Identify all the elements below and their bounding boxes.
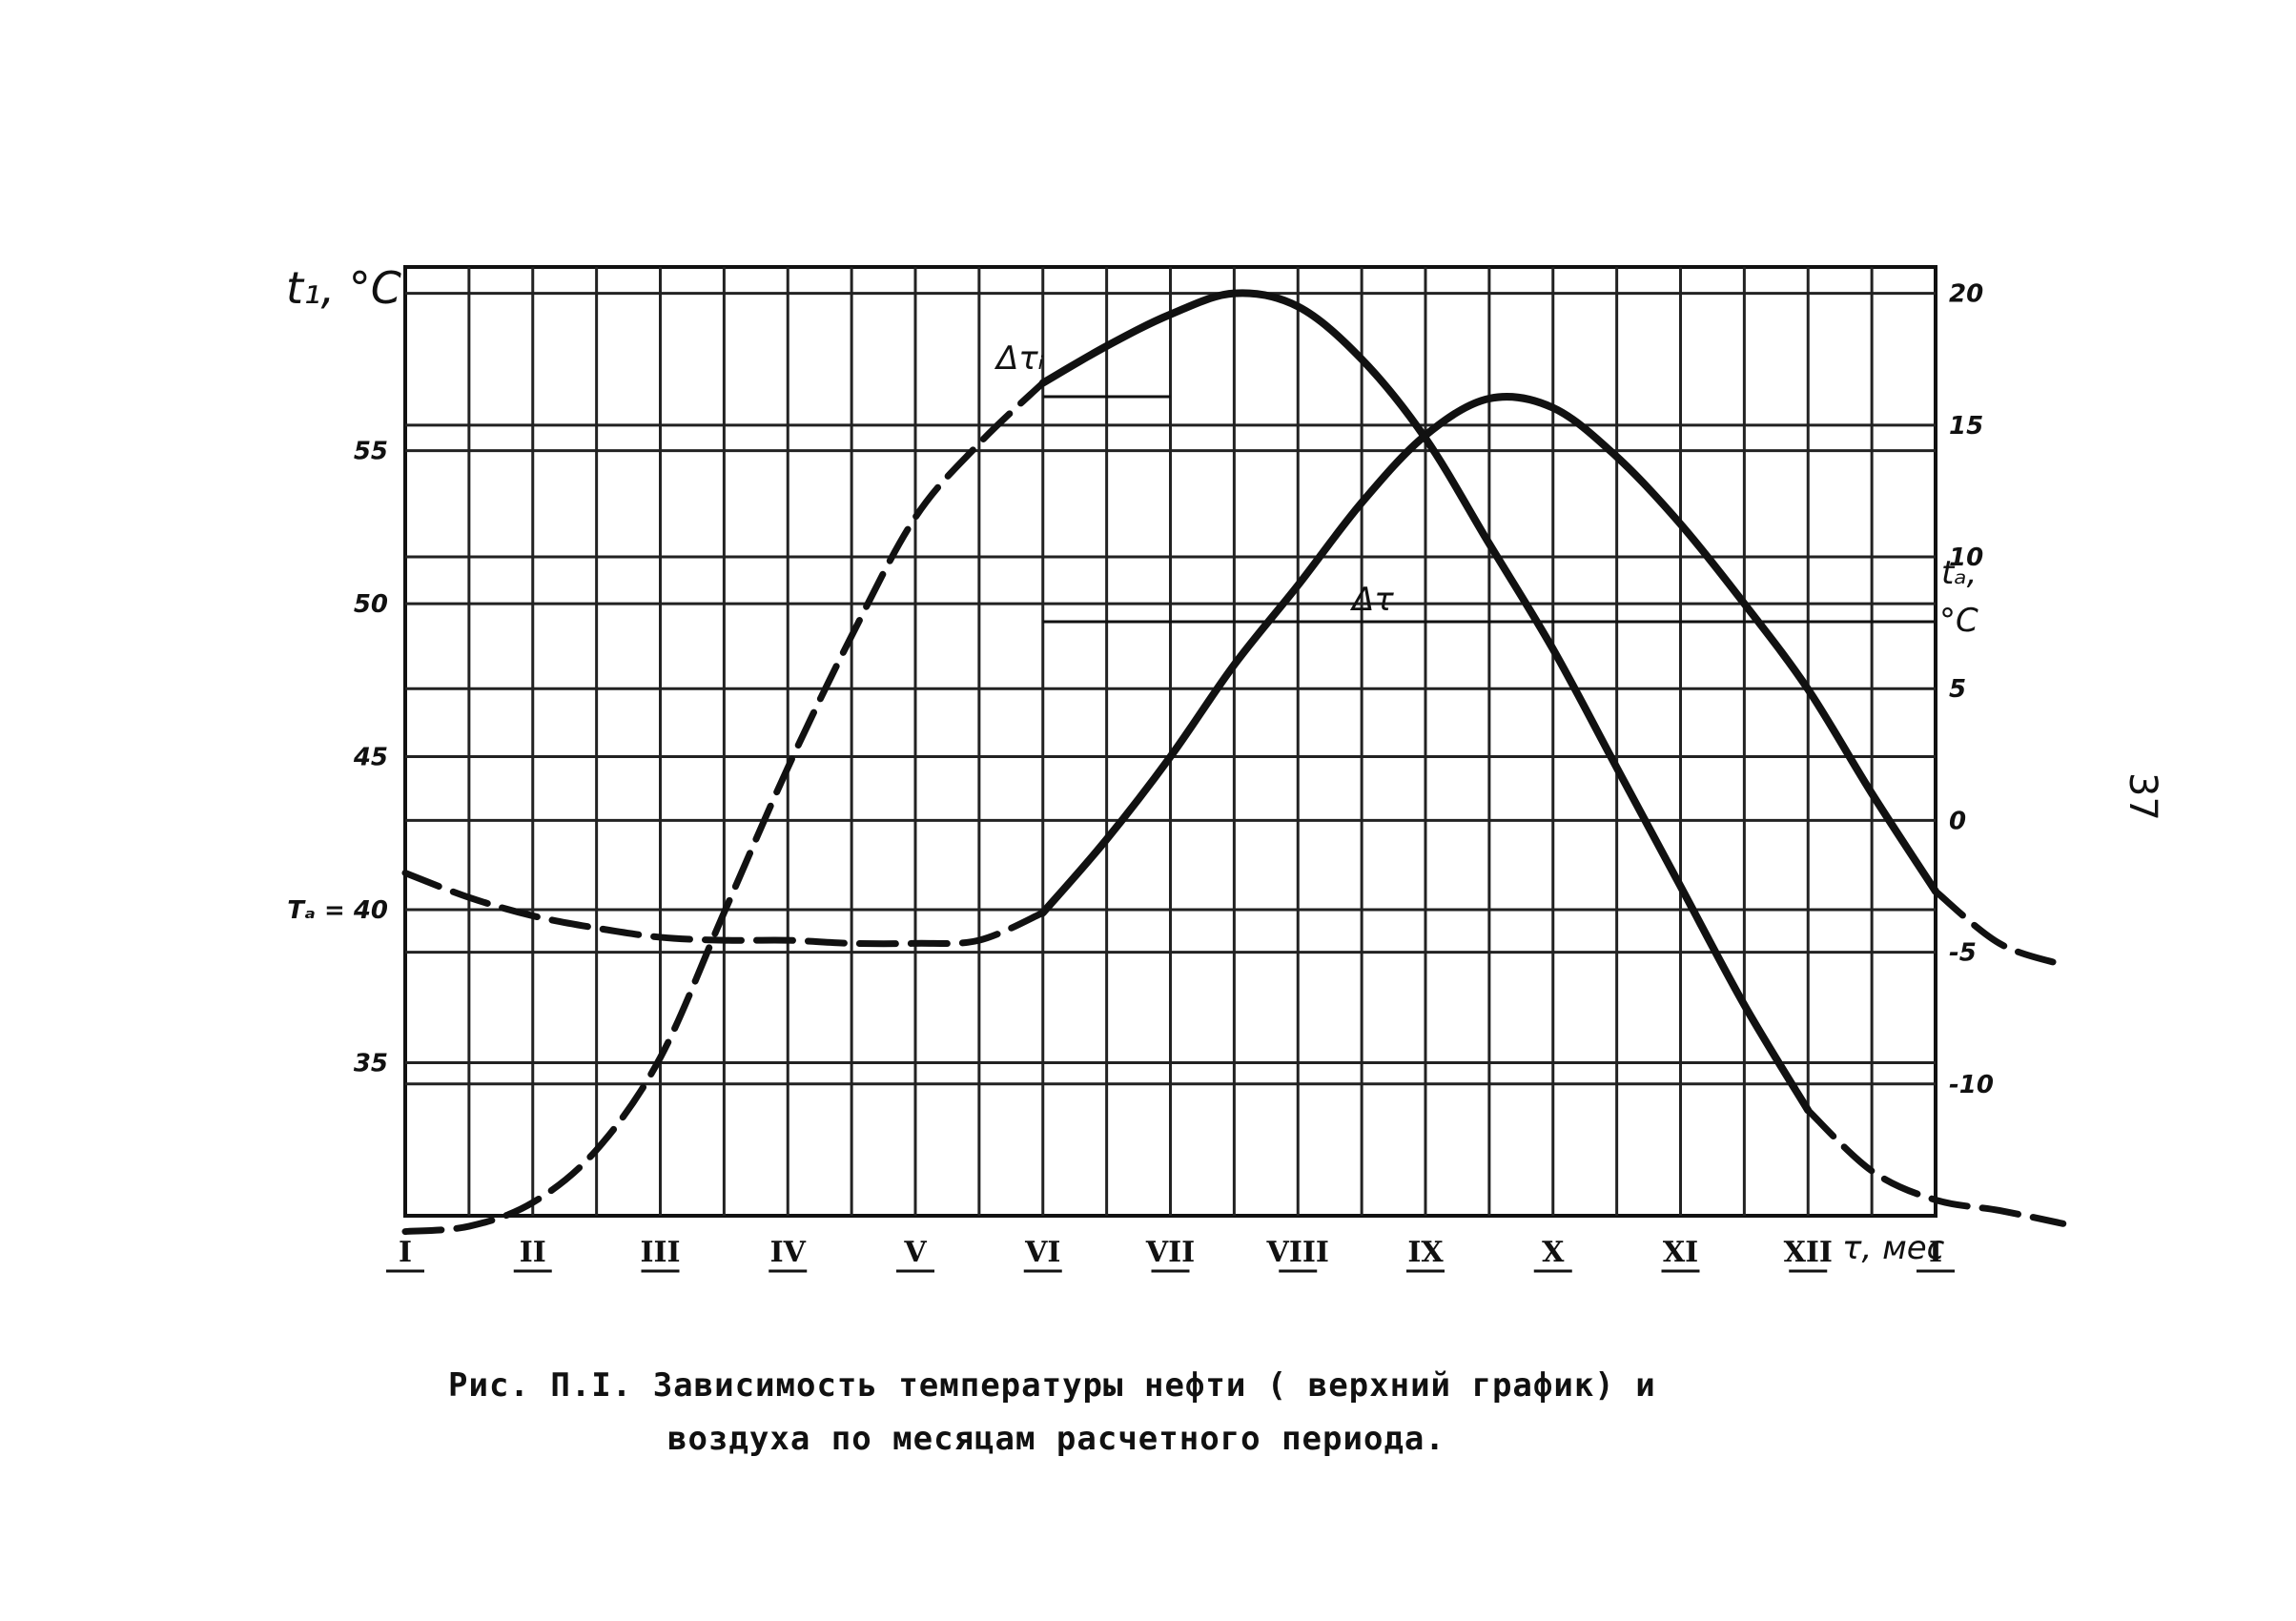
oil-temperature-curve-dashed-end (1932, 888, 2067, 969)
annotation-delta-tau: Δτ (1349, 581, 1394, 619)
right-tick-label: 10 (1949, 544, 1983, 572)
right-tick-label: -5 (1949, 939, 1977, 968)
left-tick-label: 45 (353, 744, 388, 772)
left-tick-label: 55 (354, 438, 388, 466)
left-tick-label: 35 (354, 1050, 388, 1078)
month-label: IX (1407, 1236, 1444, 1269)
right-axis-title: tₐ, (1941, 554, 1977, 592)
oil-temperature-curve-dashed-start (401, 870, 1047, 948)
month-label: XI (1663, 1236, 1698, 1269)
chart-curves (401, 289, 2067, 1236)
month-label: I (399, 1236, 412, 1269)
caption-line-2: воздуха по месяцам расчетного периода. (667, 1420, 1445, 1458)
month-label: VIII (1266, 1236, 1329, 1269)
month-label: I (1929, 1236, 1942, 1269)
left-tick-label: Tₐ = 40 (287, 896, 388, 925)
x-axis-title: τ, мес (1842, 1229, 1945, 1267)
month-label: XII (1784, 1236, 1833, 1269)
left-tick-label: 50 (354, 590, 388, 619)
air-temperature-curve-solid (1038, 289, 1813, 1115)
chart-grid (403, 265, 1937, 1218)
annotation-delta-tau-i: Δτᵢ (994, 339, 1044, 378)
month-label: IV (770, 1236, 807, 1269)
figure-caption: Рис. П.I. Зависимость температуры нефти … (448, 1359, 1878, 1466)
air-temperature-curve-dashed-end (1804, 1106, 2067, 1227)
month-label: VII (1145, 1236, 1195, 1269)
month-label: VI (1024, 1236, 1060, 1269)
right-axis-unit: °C (1939, 602, 1978, 640)
air-temperature-curve-dashed-start (401, 380, 1047, 1236)
right-tick-label: 15 (1949, 412, 1983, 441)
right-tick-label: 0 (1949, 807, 1966, 835)
month-label: V (903, 1236, 927, 1269)
right-tick-label: -10 (1949, 1071, 1994, 1099)
page-number: 37 (2121, 772, 2164, 821)
month-label: III (640, 1236, 680, 1269)
month-label: II (520, 1236, 546, 1269)
right-tick-label: 20 (1949, 280, 1983, 309)
month-label: X (1542, 1236, 1565, 1269)
left-axis-title: t₁, °C (286, 262, 401, 314)
oil-temperature-curve-solid (1038, 393, 1939, 917)
right-tick-label: 5 (1949, 675, 1966, 704)
caption-line-1: Рис. П.I. Зависимость температуры нефти … (448, 1366, 1656, 1405)
